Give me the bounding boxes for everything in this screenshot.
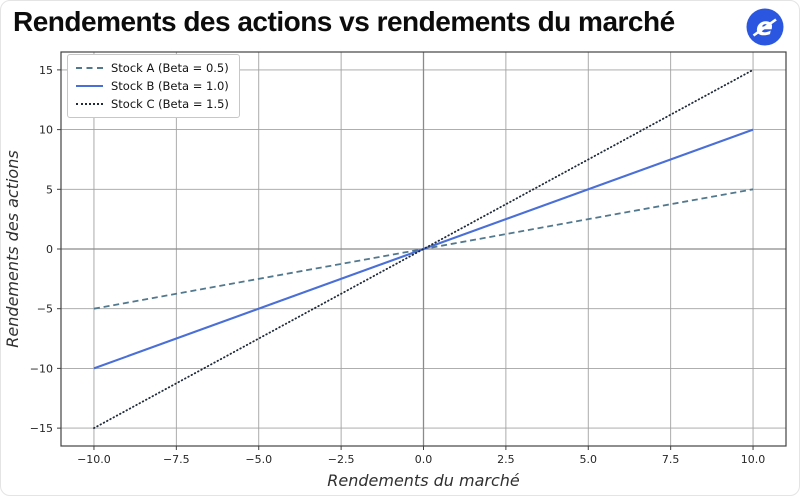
y-tick-label: 0 bbox=[46, 243, 53, 256]
y-tick-label: −5 bbox=[37, 303, 53, 316]
chart-legend: Stock A (Beta = 0.5) Stock B (Beta = 1.0… bbox=[67, 54, 240, 118]
x-tick-label: 0.0 bbox=[415, 453, 433, 466]
series-line-stock-c-beta-1-5 bbox=[93, 69, 754, 429]
x-tick-label: 10.0 bbox=[741, 453, 766, 466]
y-tick-label: −15 bbox=[30, 422, 53, 435]
x-axis-label: Rendements du marché bbox=[327, 471, 520, 490]
y-tick-label: 5 bbox=[46, 183, 53, 196]
x-tick-label: 2.5 bbox=[497, 453, 515, 466]
legend-line-sample-dashed bbox=[76, 67, 103, 69]
header: Rendements des actions vs rendements du … bbox=[1, 1, 799, 48]
x-tick-label: −5.0 bbox=[245, 453, 272, 466]
legend-line-sample-dotted bbox=[76, 103, 103, 105]
legend-label: Stock A (Beta = 0.5) bbox=[111, 61, 229, 75]
legend-item-stock-c: Stock C (Beta = 1.5) bbox=[76, 97, 229, 111]
y-tick-label: 15 bbox=[39, 64, 53, 77]
x-tick-label: −2.5 bbox=[328, 453, 355, 466]
y-tick-label: 10 bbox=[39, 124, 53, 137]
legend-label: Stock B (Beta = 1.0) bbox=[111, 79, 229, 93]
x-tick-label: 7.5 bbox=[662, 453, 680, 466]
y-tick-label: −10 bbox=[30, 362, 53, 375]
legend-item-stock-a: Stock A (Beta = 0.5) bbox=[76, 61, 229, 75]
y-axis-label: Rendements des actions bbox=[3, 150, 22, 347]
legend-line-sample-solid bbox=[76, 85, 103, 87]
brand-logo-icon: e bbox=[745, 7, 785, 51]
legend-label: Stock C (Beta = 1.5) bbox=[111, 97, 229, 111]
x-tick-label: −7.5 bbox=[163, 453, 190, 466]
page-title: Rendements des actions vs rendements du … bbox=[13, 6, 675, 37]
beta-line-chart: Stock A (Beta = 0.5) Stock B (Beta = 1.0… bbox=[1, 48, 799, 495]
x-tick-label: 5.0 bbox=[580, 453, 598, 466]
legend-item-stock-b: Stock B (Beta = 1.0) bbox=[76, 79, 229, 93]
x-tick-label: −10.0 bbox=[77, 453, 111, 466]
chart-canvas: −10.0 −7.5 −5.0 −2.5 0.0 2.5 5.0 7.5 10.0 −15 −10 −… bbox=[3, 51, 787, 490]
